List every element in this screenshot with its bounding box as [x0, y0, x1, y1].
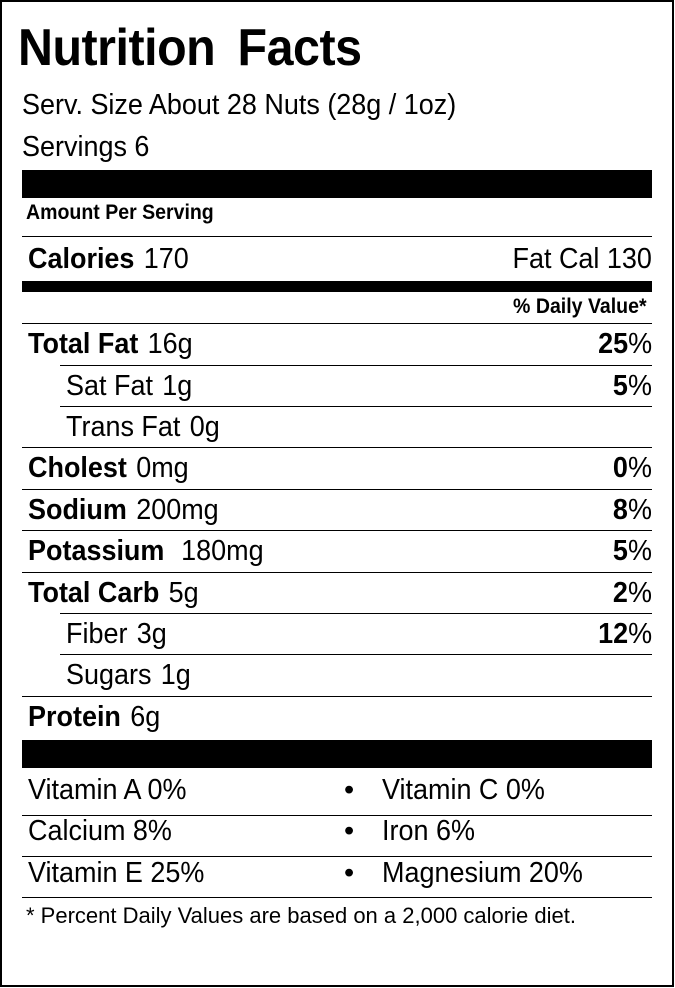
vitamin-left: Vitamin A 0% — [28, 774, 187, 806]
nutrient-amount: 3g — [136, 617, 167, 650]
nutrient-amount: 5g — [168, 576, 199, 609]
calories-row: Calories 170 Fat Cal 130 — [28, 239, 652, 279]
divider — [22, 530, 652, 531]
vitamin-left: Calcium 8% — [28, 815, 172, 847]
vitamin-right: Vitamin C 0% — [382, 774, 545, 806]
nutrient-row-trans-fat: Trans Fat 0g — [66, 407, 652, 447]
nutrient-row-total-fat: Total Fat 16g 25% — [28, 324, 652, 364]
nutrient-row-cholesterol: Cholest 0mg 0% — [28, 448, 652, 488]
calories-value: 170 — [143, 242, 189, 275]
nutrient-daily-value: 2% — [612, 576, 652, 609]
divider — [60, 654, 652, 655]
nutrient-row-sodium: Sodium 200mg 8% — [28, 490, 652, 530]
nutrient-name: Cholest — [28, 451, 127, 484]
servings-per-container: Servings 6 — [22, 131, 150, 163]
label-title: Nutrition Facts — [18, 19, 362, 77]
divider — [22, 236, 652, 237]
vitamin-row: Vitamin E 25% • Magnesium 20% — [28, 855, 652, 895]
serving-size: Serv. Size About 28 Nuts (28g / 1oz) — [22, 89, 457, 121]
fat-calories: Fat Cal 130 — [512, 242, 652, 275]
nutrient-name: Trans Fat — [66, 410, 181, 443]
daily-value-header: % Daily Value* — [503, 295, 647, 319]
nutrient-row-potassium: Potassium 180mg 5% — [28, 531, 652, 571]
nutrient-daily-value: 5% — [612, 534, 652, 567]
divider — [60, 406, 652, 407]
divider — [22, 323, 652, 324]
nutrient-amount: 0g — [189, 410, 220, 443]
bullet: • — [344, 857, 355, 889]
bullet: • — [344, 774, 355, 806]
nutrient-amount: 1g — [162, 369, 193, 402]
nutrient-amount: 16g — [147, 327, 193, 360]
daily-value-header-text: % Daily Value* — [513, 295, 647, 318]
divider — [22, 856, 652, 857]
nutrient-amount: 6g — [130, 700, 161, 733]
thick-divider — [22, 170, 652, 198]
nutrient-name: Total Fat — [28, 327, 139, 360]
nutrient-amount: 1g — [160, 658, 191, 691]
vitamin-row: Calcium 8% • Iron 6% — [28, 813, 652, 853]
footnote: * Percent Daily Values are based on a 2,… — [26, 903, 576, 928]
thick-divider — [22, 740, 652, 768]
vitamin-right: Iron 6% — [382, 815, 475, 847]
nutrient-name: Sat Fat — [66, 369, 153, 402]
calories-label: Calories — [28, 242, 135, 275]
vitamin-left: Vitamin E 25% — [28, 857, 205, 889]
nutrient-row-sat-fat: Sat Fat 1g 5% — [66, 366, 652, 406]
medium-divider — [22, 281, 652, 292]
divider — [22, 696, 652, 697]
amount-per-serving-text: Amount Per Serving — [26, 201, 214, 224]
nutrient-name: Potassium — [28, 534, 165, 567]
nutrient-row-fiber: Fiber 3g 12% — [66, 614, 652, 654]
divider — [22, 447, 652, 448]
nutrient-daily-value: 12% — [598, 617, 652, 650]
divider — [22, 572, 652, 573]
nutrient-amount: 180mg — [181, 534, 264, 567]
nutrient-daily-value: 0% — [612, 451, 652, 484]
vitamin-row: Vitamin A 0% • Vitamin C 0% — [28, 772, 652, 812]
nutrient-name: Sodium — [28, 493, 127, 526]
nutrient-row-total-carb: Total Carb 5g 2% — [28, 573, 652, 613]
divider — [60, 613, 652, 614]
nutrient-name: Protein — [28, 700, 121, 733]
nutrient-daily-value: 25% — [598, 327, 652, 360]
nutrient-row-sugars: Sugars 1g — [66, 655, 652, 695]
divider — [60, 365, 652, 366]
amount-per-serving-heading: Amount Per Serving — [26, 201, 228, 225]
nutrient-name: Sugars — [66, 658, 152, 691]
nutrient-name: Total Carb — [28, 576, 160, 609]
divider — [22, 489, 652, 490]
nutrient-daily-value: 8% — [612, 493, 652, 526]
vitamin-right: Magnesium 20% — [382, 857, 583, 889]
nutrient-row-protein: Protein 6g — [28, 697, 652, 737]
nutrient-daily-value: 5% — [612, 369, 652, 402]
divider — [22, 815, 652, 816]
nutrient-amount: 200mg — [136, 493, 219, 526]
bullet: • — [344, 815, 355, 847]
divider — [22, 897, 652, 898]
nutrient-amount: 0mg — [136, 451, 189, 484]
nutrient-name: Fiber — [66, 617, 128, 650]
